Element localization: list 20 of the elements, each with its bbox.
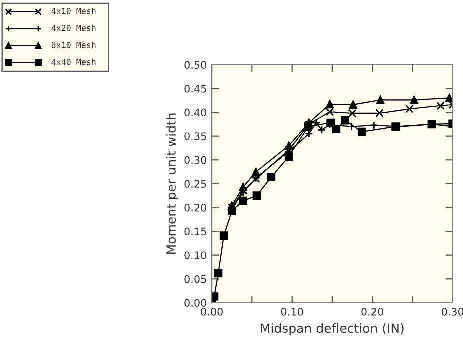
y-tick-label: 0.20 bbox=[184, 204, 206, 212]
y-tick-label: 0.40 bbox=[184, 108, 206, 117]
y-tick-label: 0.45 bbox=[184, 84, 206, 93]
legend-label: 4x10 Mesh bbox=[52, 8, 96, 14]
y-tick-label: 0.50 bbox=[184, 61, 206, 70]
x-axis-title: Midspan deflection (IN) bbox=[261, 323, 404, 336]
x-tick-label: 0.20 bbox=[362, 308, 384, 316]
y-tick-label: 0.25 bbox=[184, 180, 206, 188]
x-tick-label: 0.00 bbox=[201, 308, 223, 316]
y-tick-label: 0.15 bbox=[184, 228, 206, 236]
legend-label: 4x40 Mesh bbox=[52, 58, 96, 66]
x-tick-label: 0.10 bbox=[281, 308, 304, 316]
legend-label: 4x20 Mesh bbox=[52, 24, 96, 32]
y-tick-label: 0.30 bbox=[184, 156, 206, 164]
legend-label: 8x10 Mesh bbox=[52, 42, 96, 48]
y-axis-title: Moment per unit width bbox=[166, 114, 178, 254]
y-tick-label: 0.35 bbox=[184, 132, 206, 140]
y-tick-label: 0.00 bbox=[184, 299, 206, 308]
y-tick-label: 0.10 bbox=[184, 252, 206, 260]
y-tick-label: 0.05 bbox=[184, 275, 206, 284]
